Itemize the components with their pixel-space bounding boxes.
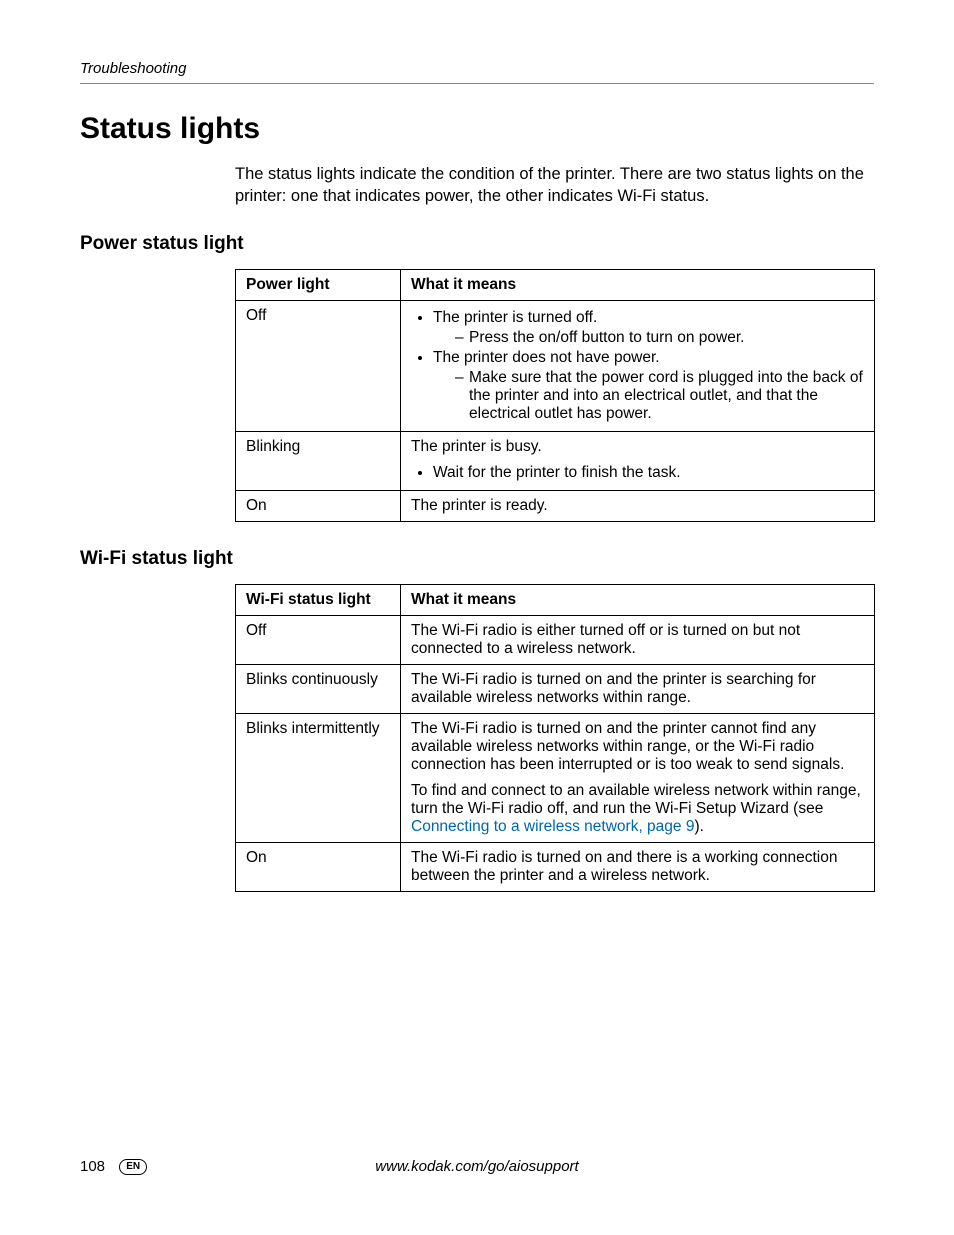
wifi-blinks-int-meaning: The Wi-Fi radio is turned on and the pri…: [401, 714, 875, 843]
wifi-on-meaning: The Wi-Fi radio is turned on and there i…: [401, 843, 875, 892]
table-row: On The printer is ready.: [236, 491, 875, 522]
running-header: Troubleshooting: [80, 60, 874, 84]
bullet-text: The printer does not have power.: [433, 349, 660, 366]
wifi-subheading: Wi-Fi status light: [80, 548, 874, 570]
cell-text: To find and connect to an available wire…: [411, 782, 864, 836]
bullet-text: The printer is turned off.: [433, 309, 597, 326]
wifi-blinks-cont-label: Blinks continuously: [236, 665, 401, 714]
power-on-label: On: [236, 491, 401, 522]
power-col-meaning: What it means: [401, 270, 875, 301]
wifi-off-meaning: The Wi-Fi radio is either turned off or …: [401, 616, 875, 665]
section-intro: The status lights indicate the condition…: [235, 163, 874, 208]
list-item: Wait for the printer to finish the task.: [433, 464, 864, 482]
table-row: On The Wi-Fi radio is turned on and ther…: [236, 843, 875, 892]
power-subheading: Power status light: [80, 233, 874, 255]
table-header-row: Wi-Fi status light What it means: [236, 585, 875, 616]
power-blinking-meaning: The printer is busy. Wait for the printe…: [401, 432, 875, 491]
table-header-row: Power light What it means: [236, 270, 875, 301]
table-row: Off The Wi-Fi radio is either turned off…: [236, 616, 875, 665]
power-off-label: Off: [236, 301, 401, 432]
power-on-meaning: The printer is ready.: [401, 491, 875, 522]
wifi-on-label: On: [236, 843, 401, 892]
wifi-table: Wi-Fi status light What it means Off The…: [235, 584, 875, 892]
power-col-light: Power light: [236, 270, 401, 301]
page-container: Troubleshooting Status lights The status…: [0, 0, 954, 1235]
wifi-off-label: Off: [236, 616, 401, 665]
list-item: Press the on/off button to turn on power…: [455, 329, 864, 347]
wifi-blinks-cont-meaning: The Wi-Fi radio is turned on and the pri…: [401, 665, 875, 714]
cell-text: The Wi-Fi radio is turned on and the pri…: [411, 720, 864, 774]
list-item: Make sure that the power cord is plugged…: [455, 369, 864, 423]
table-row: Blinking The printer is busy. Wait for t…: [236, 432, 875, 491]
power-off-meaning: The printer is turned off. Press the on/…: [401, 301, 875, 432]
section-title: Status lights: [80, 112, 874, 146]
table-row: Off The printer is turned off. Press the…: [236, 301, 875, 432]
text-run: ).: [694, 818, 703, 835]
wifi-col-meaning: What it means: [401, 585, 875, 616]
wireless-setup-link[interactable]: Connecting to a wireless network, page 9: [411, 818, 694, 835]
power-table: Power light What it means Off The printe…: [235, 269, 875, 522]
page-footer: www.kodak.com/go/aiosupport 108 EN: [80, 1158, 874, 1175]
power-blinking-label: Blinking: [236, 432, 401, 491]
list-item: The printer is turned off. Press the on/…: [433, 309, 864, 347]
wifi-blinks-int-label: Blinks intermittently: [236, 714, 401, 843]
wifi-col-light: Wi-Fi status light: [236, 585, 401, 616]
cell-text: The printer is busy.: [411, 438, 864, 456]
table-row: Blinks intermittently The Wi-Fi radio is…: [236, 714, 875, 843]
table-row: Blinks continuously The Wi-Fi radio is t…: [236, 665, 875, 714]
text-run: To find and connect to an available wire…: [411, 782, 861, 817]
list-item: The printer does not have power. Make su…: [433, 349, 864, 423]
footer-site-url: www.kodak.com/go/aiosupport: [80, 1158, 874, 1175]
